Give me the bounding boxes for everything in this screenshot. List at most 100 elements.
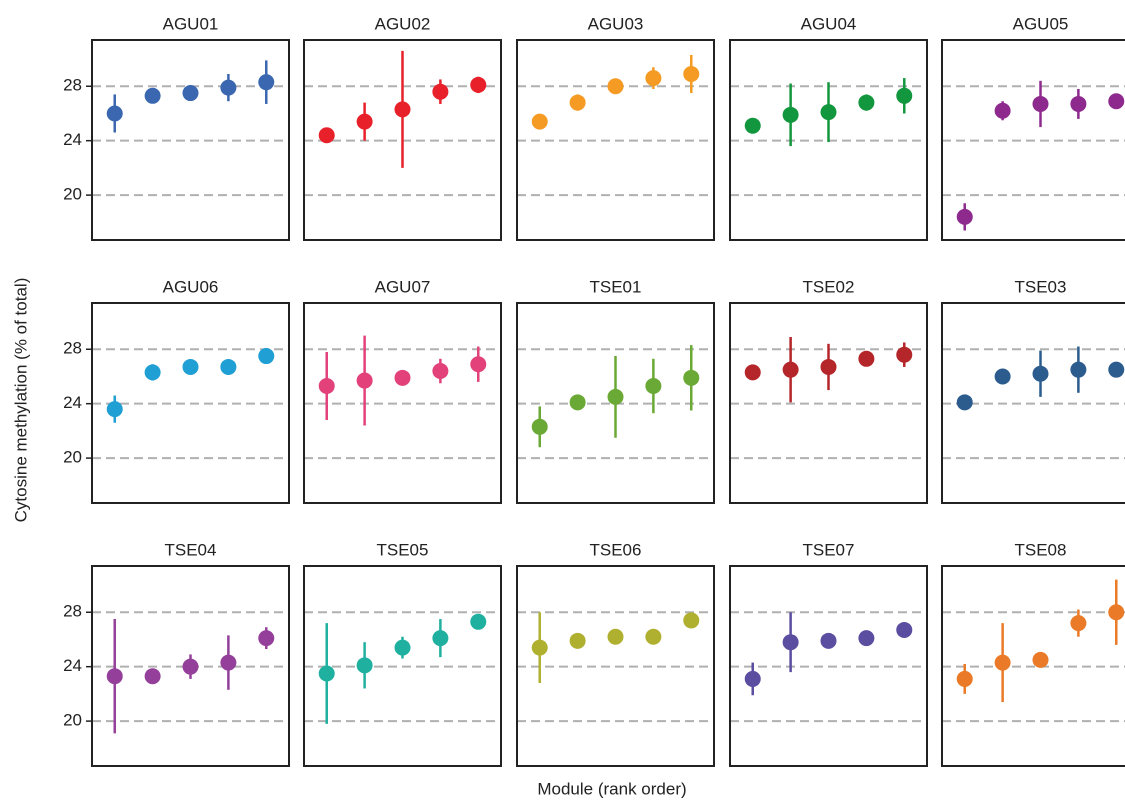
panel-frame — [729, 302, 928, 504]
panel-frame — [516, 565, 715, 767]
point — [607, 628, 624, 645]
panel-title: TSE02 — [803, 277, 855, 296]
panel-frame — [516, 39, 715, 241]
point — [1108, 361, 1125, 378]
point — [470, 76, 487, 93]
point — [432, 363, 449, 380]
panel-frame — [941, 302, 1125, 504]
point — [956, 208, 973, 225]
y-tick-label: 20 — [63, 448, 82, 467]
panel-title: TSE07 — [803, 540, 855, 559]
point — [1032, 651, 1049, 668]
point — [607, 78, 624, 95]
y-tick-label: 20 — [63, 185, 82, 204]
y-tick-label: 24 — [63, 393, 82, 412]
point — [220, 358, 237, 375]
point — [569, 394, 586, 411]
x-axis-label: Module (rank order) — [537, 779, 686, 798]
point — [182, 658, 199, 675]
point — [106, 668, 123, 685]
point — [1070, 615, 1087, 632]
point — [182, 358, 199, 375]
point — [896, 346, 913, 363]
point — [394, 101, 411, 118]
point — [356, 113, 373, 130]
point — [956, 394, 973, 411]
point — [683, 369, 700, 386]
point — [144, 364, 161, 381]
point — [258, 348, 275, 365]
point — [220, 79, 237, 96]
point — [858, 630, 875, 647]
point — [858, 94, 875, 111]
panel-title: TSE03 — [1015, 277, 1067, 296]
point — [782, 106, 799, 123]
point — [531, 639, 548, 656]
y-tick-label: 24 — [63, 130, 82, 149]
point — [994, 102, 1011, 119]
point — [318, 127, 335, 144]
point — [432, 83, 449, 100]
y-tick-label: 20 — [63, 711, 82, 730]
point — [744, 117, 761, 134]
point — [356, 372, 373, 389]
point — [994, 368, 1011, 385]
point — [318, 665, 335, 682]
panel-frame — [729, 565, 928, 767]
point — [1032, 95, 1049, 112]
panel-title: AGU06 — [163, 277, 219, 296]
point — [994, 654, 1011, 671]
y-tick-label: 28 — [63, 76, 82, 95]
point — [531, 418, 548, 435]
point — [645, 628, 662, 645]
point — [470, 613, 487, 630]
point — [258, 74, 275, 91]
panel-title: AGU04 — [801, 14, 857, 33]
point — [394, 639, 411, 656]
panel-title: TSE06 — [590, 540, 642, 559]
point — [356, 657, 373, 674]
point — [683, 66, 700, 83]
panel-frame — [941, 565, 1125, 767]
point — [569, 94, 586, 111]
point — [1032, 365, 1049, 382]
y-tick-label: 28 — [63, 339, 82, 358]
point — [531, 113, 548, 130]
point — [896, 87, 913, 104]
point — [394, 369, 411, 386]
point — [645, 377, 662, 394]
panel-title: AGU07 — [375, 277, 431, 296]
point — [858, 350, 875, 367]
panel-title: TSE01 — [590, 277, 642, 296]
panel-frame — [941, 39, 1125, 241]
point — [683, 612, 700, 629]
panel-title: AGU02 — [375, 14, 431, 33]
panel-frame — [303, 565, 502, 767]
panel-frame — [303, 302, 502, 504]
point — [956, 670, 973, 687]
point — [258, 630, 275, 647]
y-tick-label: 28 — [63, 602, 82, 621]
point — [106, 401, 123, 418]
panel-frame — [91, 565, 290, 767]
point — [1070, 95, 1087, 112]
point — [432, 630, 449, 647]
point — [896, 621, 913, 638]
point — [1108, 604, 1125, 621]
point — [782, 634, 799, 651]
panel-frame — [91, 39, 290, 241]
point — [1108, 93, 1125, 110]
point — [569, 632, 586, 649]
panel-frame — [303, 39, 502, 241]
point — [645, 70, 662, 87]
y-tick-label: 24 — [63, 656, 82, 675]
point — [744, 364, 761, 381]
point — [607, 388, 624, 405]
panel-title: TSE08 — [1015, 540, 1067, 559]
point — [182, 85, 199, 102]
panel-title: AGU03 — [588, 14, 644, 33]
point — [744, 670, 761, 687]
point — [820, 358, 837, 375]
point — [470, 356, 487, 373]
